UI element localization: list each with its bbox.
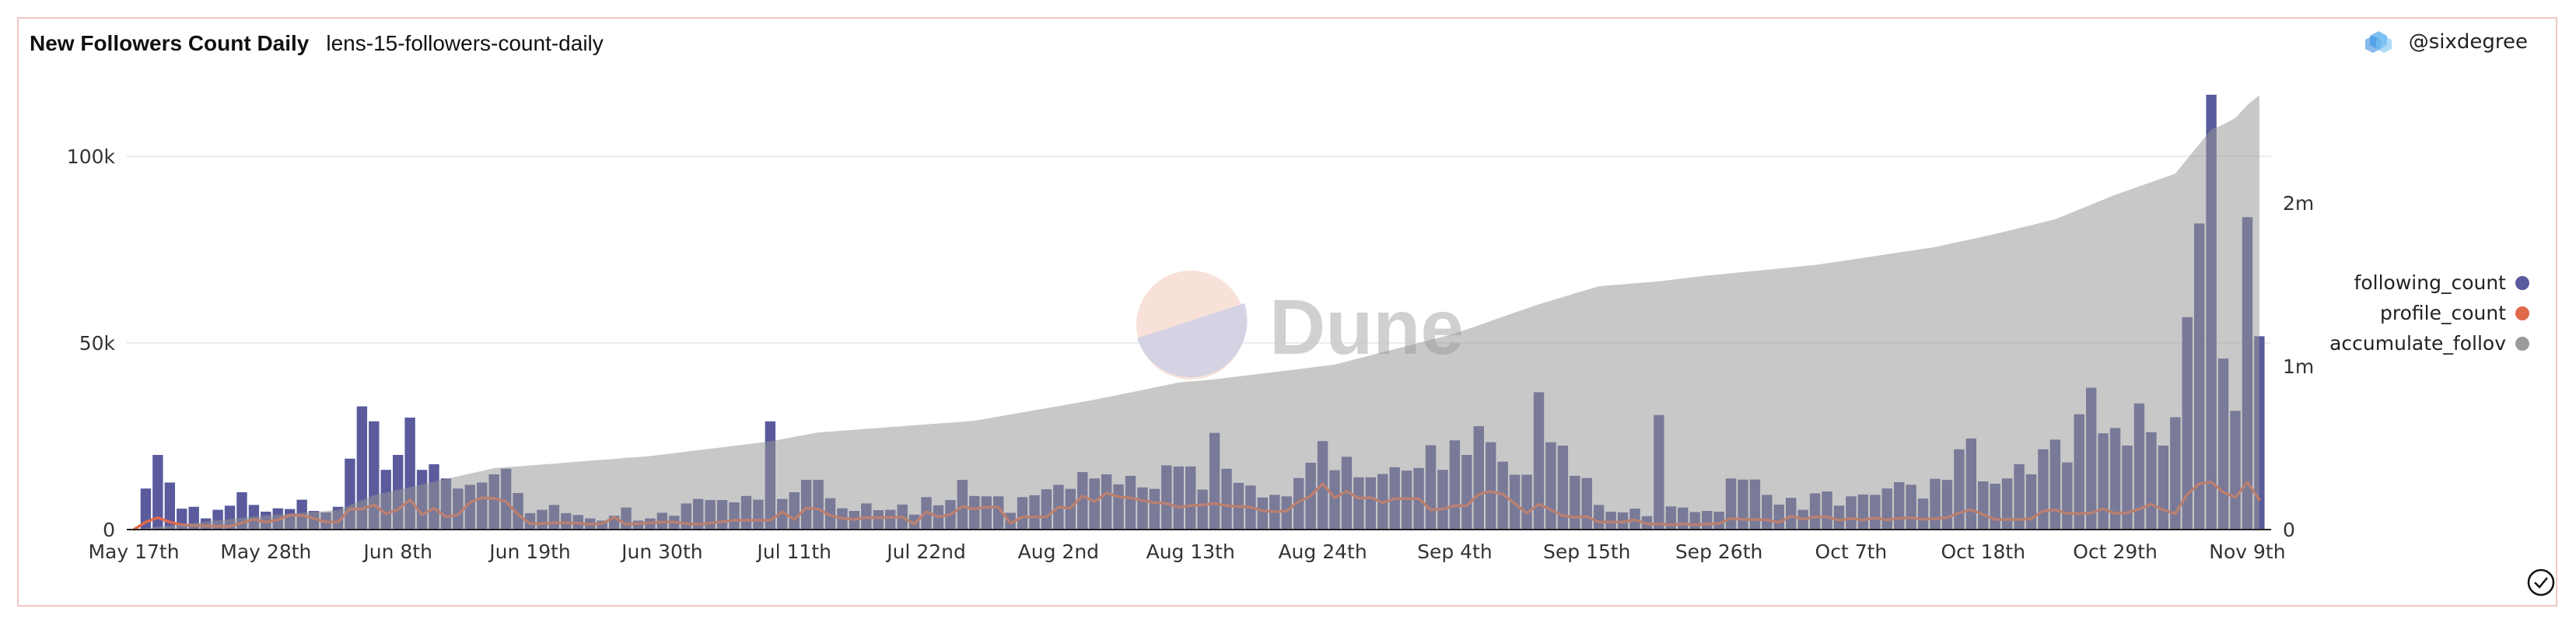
- following-count-bar[interactable]: [356, 406, 368, 530]
- accumulate-area: [134, 95, 2259, 530]
- profile-count-point: [168, 520, 171, 523]
- x-tick-label: May 17th: [88, 540, 179, 563]
- x-tick-label: Nov 9th: [2209, 540, 2285, 563]
- y-axis-right: 0 1m 2m: [2283, 192, 2314, 541]
- chart-header: New Followers Count Daily lens-15-followe…: [30, 31, 604, 56]
- x-tick-label: Aug 2nd: [1018, 540, 1099, 563]
- x-tick-label: Oct 18th: [1941, 540, 2025, 563]
- legend: following_count profile_count accumulate…: [2329, 268, 2529, 358]
- x-tick-label: Oct 29th: [2073, 540, 2158, 563]
- y-left-tick-label: 0: [103, 519, 115, 541]
- profile-count-point: [156, 516, 159, 519]
- y-right-tick-label: 0: [2283, 519, 2295, 541]
- y-left-tick-label: 100k: [67, 145, 116, 168]
- x-tick-label: Aug 24th: [1278, 540, 1367, 563]
- profile-count-point: [144, 520, 147, 523]
- x-tick-label: Sep 4th: [1417, 540, 1493, 563]
- x-tick-label: Jul 11th: [755, 540, 831, 563]
- x-tick-label: Aug 13th: [1146, 540, 1235, 563]
- chart-card: [17, 17, 2557, 607]
- legend-dot-icon: [2515, 306, 2529, 320]
- following-count-bar[interactable]: [164, 482, 176, 530]
- x-tick-label: May 28th: [220, 540, 311, 563]
- check-circle-icon[interactable]: [2526, 568, 2556, 597]
- legend-dot-icon: [2515, 275, 2529, 290]
- accumulate-area-fill: [134, 95, 2259, 530]
- legend-dot-icon: [2515, 336, 2529, 351]
- x-tick-label: Jun 8th: [362, 540, 432, 563]
- x-tick-label: Sep 26th: [1675, 540, 1763, 563]
- x-tick-label: Jul 22nd: [885, 540, 966, 563]
- x-tick-label: Sep 15th: [1543, 540, 1631, 563]
- y-left-tick-label: 50k: [79, 332, 116, 355]
- y-axis-left: 0 50k 100k: [67, 145, 116, 541]
- following-count-bar[interactable]: [152, 455, 163, 530]
- y-right-tick-label: 2m: [2283, 192, 2314, 215]
- y-right-tick-label: 1m: [2283, 355, 2314, 378]
- x-tick-label: Jun 19th: [488, 540, 570, 563]
- legend-item-following-count[interactable]: following_count: [2329, 268, 2529, 298]
- x-axis: May 17th May 28th Jun 8th Jun 19th Jun 30th J…: [88, 540, 2285, 563]
- following-count-bar[interactable]: [140, 488, 152, 530]
- query-name[interactable]: lens-15-followers-count-daily: [326, 31, 604, 55]
- x-tick-label: Oct 7th: [1815, 540, 1888, 563]
- chart-title: New Followers Count Daily: [30, 31, 310, 55]
- author-avatar-icon: [2364, 31, 2392, 53]
- legend-label: profile_count: [2380, 302, 2506, 324]
- legend-item-profile-count[interactable]: profile_count: [2329, 298, 2529, 328]
- dune-logo-lower-icon: [1137, 303, 1248, 378]
- x-tick-label: Jun 30th: [620, 540, 702, 563]
- legend-item-accumulate[interactable]: accumulate_follov: [2329, 328, 2529, 358]
- legend-label: accumulate_follov: [2329, 332, 2506, 355]
- legend-label: following_count: [2354, 271, 2506, 294]
- author-name: @sixdegree: [2408, 30, 2528, 54]
- author-link[interactable]: @sixdegree: [2364, 30, 2528, 54]
